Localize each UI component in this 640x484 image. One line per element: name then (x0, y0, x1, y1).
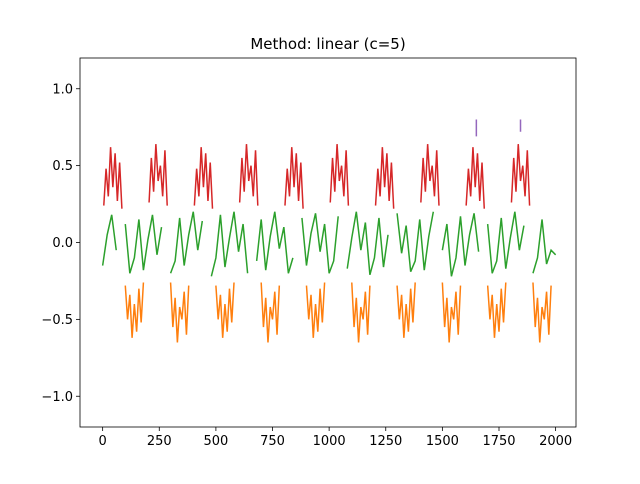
y-tick-label: −0.5 (41, 313, 73, 328)
series-line (103, 144, 531, 209)
x-tick-label: 1750 (482, 434, 515, 449)
y-tick-label: 1.0 (52, 82, 73, 97)
x-tick-label: 250 (147, 434, 172, 449)
x-tick-label: 1000 (313, 434, 346, 449)
series-line (475, 119, 522, 137)
y-tick-label: 0.5 (52, 159, 73, 174)
chart-title: Method: linear (c=5) (250, 35, 405, 53)
x-tick-label: 0 (99, 434, 107, 449)
x-tick-label: 2000 (539, 434, 572, 449)
x-tick-label: 1250 (369, 434, 402, 449)
x-tick-label: 500 (203, 434, 228, 449)
series-line (124, 282, 552, 343)
series-line (101, 211, 557, 277)
y-tick-label: −1.0 (41, 390, 73, 405)
y-tick-label: 0.0 (52, 236, 73, 251)
x-tick-label: 1500 (426, 434, 459, 449)
x-tick-label: 750 (260, 434, 285, 449)
